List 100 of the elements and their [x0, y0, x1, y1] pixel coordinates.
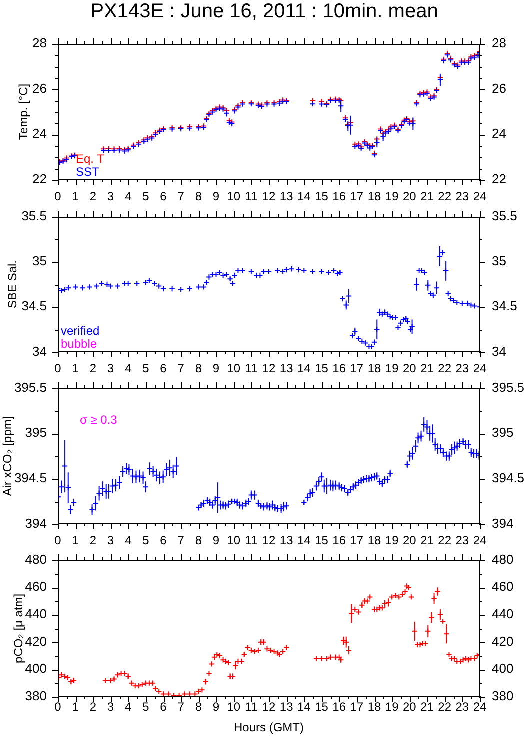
y-tick-label: 34 [32, 344, 47, 359]
text: verified [61, 324, 100, 338]
x-tick-label: 15 [315, 700, 329, 714]
x-tick-label: 3 [107, 361, 114, 376]
x-tick-label: 0 [54, 361, 62, 376]
y2-tick-label: 26 [492, 80, 506, 96]
x-tick-label: 20 [402, 533, 417, 548]
x-tick-label: 21 [420, 189, 434, 204]
y2-tick-label: 394 [492, 516, 514, 531]
chart-title: PX143E : June 16, 2011 : 10min. mean [90, 0, 438, 23]
x-tick-label: 22 [438, 700, 452, 714]
x-tick-label: 2 [90, 700, 97, 714]
x-tick-label: 11 [245, 361, 258, 376]
x-tick-label: 17 [350, 361, 364, 376]
x-tick-label: 5 [142, 189, 150, 204]
x-tick-label: 17 [350, 533, 364, 548]
y2-tick-label: 394.5 [492, 470, 525, 486]
y-tick-label: 28 [32, 36, 47, 51]
x-tick-label: 20 [402, 361, 417, 376]
y-tick-label: 380 [25, 688, 47, 704]
x-tick-label: 9 [212, 361, 220, 376]
x-tick-label: 3 [107, 700, 114, 714]
x-tick-label: 15 [315, 533, 329, 548]
x-tick-label: 2 [90, 361, 97, 376]
x-tick-label: 6 [160, 189, 168, 204]
y-tick-label: 420 [25, 634, 47, 649]
x-tick-label: 0 [54, 533, 62, 548]
y-tick-label: 35 [32, 253, 47, 268]
x-tick-label: 0 [54, 700, 62, 714]
x-tick-label: 12 [262, 700, 276, 714]
y2-tick-label: 35.5 [492, 208, 518, 224]
x-tick-label: 14 [297, 189, 312, 204]
x-tick-label: 24 [473, 533, 487, 548]
y-tick-label: 480 [25, 552, 47, 567]
x-tick-label: 10 [227, 700, 241, 714]
x-tick-label: 8 [195, 533, 202, 548]
x-tick-label: 7 [178, 700, 185, 714]
x-tick-label: 24 [473, 189, 487, 204]
legend-label: bubble [61, 337, 98, 352]
y-tick-label: 22 [32, 172, 47, 187]
y2-tick-label: 24 [492, 126, 506, 142]
x-tick-label: 23 [456, 533, 470, 548]
y2-tick-label: 34 [492, 344, 506, 359]
y2-tick-label: 395 [492, 425, 514, 440]
x-tick-label: 13 [280, 700, 294, 714]
x-tick-label: 0 [54, 189, 62, 204]
x-tick-label: 24 [473, 700, 487, 714]
x-tick-label: 17 [350, 189, 364, 204]
x-tick-label: 6 [160, 361, 168, 376]
x-tick-label: 22 [438, 533, 452, 548]
x-tick-label: 8 [195, 700, 202, 714]
y2-tick-label: 380 [492, 688, 514, 704]
x-tick-label: 5 [142, 361, 150, 376]
x-tick-label: 9 [212, 533, 220, 548]
x-tick-label: 7 [178, 189, 185, 204]
y2-tick-label: 22 [492, 172, 506, 187]
x-tick-label: 8 [195, 361, 202, 376]
x-tick-label: 22 [438, 189, 452, 204]
x-tick-label: 2 [90, 189, 97, 204]
x-tick-label: 14 [297, 700, 312, 714]
y-tick-label: 400 [25, 661, 47, 676]
x-tick-label: 1 [72, 361, 80, 376]
x-tick-label: 19 [385, 361, 400, 376]
x-tick-label: 13 [280, 361, 294, 376]
x-tick-label: 13 [280, 533, 294, 548]
x-tick-label: 8 [195, 189, 202, 204]
y2-tick-label: 35 [492, 253, 506, 268]
x-tick-label: 18 [368, 189, 382, 204]
x-tick-label: 16 [332, 700, 346, 714]
x-tick-label: 19 [385, 189, 400, 204]
x-tick-label: 20 [402, 700, 417, 714]
y2-tick-label: 440 [492, 606, 514, 622]
y-axis-title: pCO₂ [μ atm] [11, 594, 26, 664]
x-tick-label: 18 [368, 533, 382, 548]
y-tick-label: 34.5 [22, 298, 47, 314]
y-tick-label: 460 [25, 579, 47, 594]
x-tick-label: 12 [262, 189, 276, 204]
y-tick-label: 394.5 [14, 470, 47, 486]
y2-tick-label: 480 [492, 552, 514, 567]
x-tick-label: 14 [297, 361, 312, 376]
legend-label: σ ≥ 0.3 [80, 413, 118, 428]
x-tick-label: 11 [245, 700, 258, 714]
x-tick-label: 21 [420, 533, 434, 548]
x-tick-label: 15 [315, 189, 329, 204]
x-tick-label: 22 [438, 361, 452, 376]
x-tick-label: 1 [72, 700, 80, 714]
x-tick-label: 12 [262, 533, 276, 548]
x-tick-label: 4 [124, 533, 132, 548]
x-tick-label: 24 [473, 361, 487, 376]
y-axis-title: Air xCO₂ [ppm] [0, 416, 14, 496]
x-tick-label: 6 [160, 700, 168, 714]
y2-tick-label: 400 [492, 661, 514, 676]
y-tick-label: 35.5 [22, 208, 47, 224]
x-tick-label: 4 [124, 189, 132, 204]
x-tick-label: 23 [456, 700, 470, 714]
x-tick-label: 19 [385, 533, 400, 548]
x-tick-label: 15 [315, 361, 329, 376]
x-tick-label: 23 [456, 189, 470, 204]
x-tick-label: 16 [332, 361, 346, 376]
x-tick-label: 6 [160, 533, 168, 548]
